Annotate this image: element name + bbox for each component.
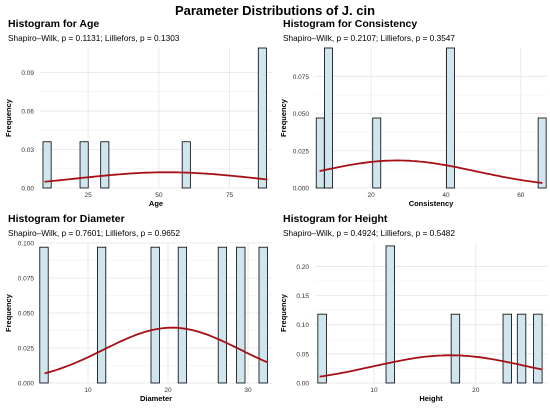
figure-title: Parameter Distributions of J. cin xyxy=(174,3,376,18)
consistency-y-tick-label: 0.025 xyxy=(293,148,310,155)
age-normal-curve xyxy=(44,171,268,183)
consistency-x-tick-label: 40 xyxy=(442,192,450,199)
height-histogram-panel: 0.00 0.05 0.10 0.15 0.20 10 20 Height Frequency … xyxy=(275,213,550,408)
age-bar-3 xyxy=(100,141,110,189)
consistency-y-axis-label: Frequency xyxy=(279,98,288,137)
age-x-axis-label: Age xyxy=(149,199,163,208)
consistency-histogram-plot: 0.000 0.025 0.050 0.075 20 40 60 Consistency Fre… xyxy=(279,47,547,208)
age-x-tick-label: 25 xyxy=(84,192,92,199)
consistency-bar-2 xyxy=(324,47,333,189)
height-bar-3 xyxy=(450,313,461,384)
diameter-histogram-plot: 0.000 0.025 0.050 0.075 0.100 10 20 30 Diameter F… xyxy=(4,241,272,403)
diameter-y-tick-label: 0.025 xyxy=(18,346,35,353)
diameter-bar-4 xyxy=(177,246,187,384)
height-bar-2 xyxy=(385,245,395,384)
diameter-bar-5 xyxy=(217,246,227,384)
consistency-normality-tests: Shapiro–Wilk, p = 0.2107; Lilliefors, p … xyxy=(283,33,456,43)
consistency-normal-curve xyxy=(319,159,543,184)
age-y-tick-label: 0.06 xyxy=(21,108,34,115)
consistency-gridlines xyxy=(315,48,547,189)
height-y-tick-label: 0.20 xyxy=(296,264,309,271)
age-y-tick-label: 0.03 xyxy=(21,147,34,154)
diameter-bar-2 xyxy=(97,246,107,384)
consistency-y-tick-label: 0.050 xyxy=(293,111,310,118)
diameter-normality-tests: Shapiro–Wilk, p = 0.7601; Lilliefors, p … xyxy=(8,228,181,238)
age-histogram-panel: 0.00 0.03 0.06 0.09 25 50 75 Age Frequency Histo… xyxy=(0,18,275,213)
consistency-y-tick-label: 0.000 xyxy=(293,186,310,193)
age-x-tick-label: 50 xyxy=(155,192,163,199)
age-bars xyxy=(42,47,267,189)
diameter-histogram-panel: 0.000 0.025 0.050 0.075 0.100 10 20 30 Diameter F… xyxy=(0,213,275,408)
height-bar-6 xyxy=(533,313,543,384)
diameter-y-tick-label: 0.000 xyxy=(18,381,35,388)
diameter-y-tick-label: 0.050 xyxy=(18,311,35,318)
height-gridlines xyxy=(315,243,547,384)
consistency-x-tick-label: 20 xyxy=(368,192,376,199)
age-histogram-title: Histogram for Age xyxy=(8,18,100,30)
height-y-axis-label: Frequency xyxy=(279,293,288,332)
height-y-tick-label: 0.00 xyxy=(296,381,309,388)
consistency-bars xyxy=(315,47,547,189)
height-x-tick-label: 20 xyxy=(472,387,480,394)
diameter-bars xyxy=(39,246,268,384)
age-bar-5 xyxy=(257,47,267,189)
height-bar-1 xyxy=(317,313,327,384)
diameter-bar-6 xyxy=(236,246,246,384)
diameter-bar-7 xyxy=(258,246,268,384)
height-bar-4 xyxy=(502,313,512,384)
age-y-tick-label: 0.09 xyxy=(21,70,34,77)
diameter-x-tick-label: 10 xyxy=(84,387,92,394)
consistency-bar-4 xyxy=(446,47,455,189)
consistency-bar-3 xyxy=(372,117,382,189)
age-y-axis-label: Frequency xyxy=(4,98,13,137)
diameter-y-tick-label: 0.075 xyxy=(18,276,35,283)
height-x-axis-label: Height xyxy=(419,394,443,403)
height-y-tick-label: 0.15 xyxy=(296,293,309,300)
diameter-histogram-title: Histogram for Diameter xyxy=(8,213,125,225)
consistency-bar-5 xyxy=(537,117,547,189)
diameter-y-axis-label: Frequency xyxy=(4,293,13,332)
age-gridlines xyxy=(40,48,272,189)
height-normality-tests: Shapiro–Wilk, p = 0.4924; Lilliefors, p … xyxy=(283,228,456,238)
age-x-tick-label: 75 xyxy=(226,192,234,199)
consistency-bar-1 xyxy=(315,117,325,189)
age-bar-4 xyxy=(181,141,191,189)
height-histogram-title: Histogram for Height xyxy=(283,213,388,225)
consistency-y-tick-label: 0.075 xyxy=(293,74,310,81)
consistency-x-axis-label: Consistency xyxy=(409,199,454,208)
age-histogram-plot: 0.00 0.03 0.06 0.09 25 50 75 Age Frequency xyxy=(4,47,272,208)
diameter-normal-curve xyxy=(44,326,268,375)
height-y-tick-label: 0.10 xyxy=(296,322,309,329)
height-y-tick-label: 0.05 xyxy=(296,351,309,358)
consistency-histogram-panel: 0.000 0.025 0.050 0.075 20 40 60 Consistency Fre… xyxy=(275,18,550,213)
diameter-x-axis-label: Diameter xyxy=(140,394,172,403)
age-normality-tests: Shapiro–Wilk, p = 0.1131; Lilliefors, p … xyxy=(8,33,180,43)
diameter-bar-3 xyxy=(150,246,160,384)
diameter-y-tick-label: 0.100 xyxy=(18,241,35,248)
height-bar-5 xyxy=(516,313,527,384)
consistency-x-tick-label: 60 xyxy=(517,192,525,199)
age-y-tick-label: 0.00 xyxy=(21,186,34,193)
consistency-histogram-title: Histogram for Consistency xyxy=(283,18,418,30)
diameter-x-tick-label: 30 xyxy=(244,387,252,394)
height-normal-curve xyxy=(319,354,543,378)
height-x-tick-label: 10 xyxy=(370,387,378,394)
height-bars xyxy=(317,245,543,384)
height-histogram-plot: 0.00 0.05 0.10 0.15 0.20 10 20 Height Frequency xyxy=(279,243,547,403)
diameter-x-tick-label: 20 xyxy=(164,387,172,394)
diameter-bar-1 xyxy=(39,246,49,384)
age-bar-2 xyxy=(79,141,89,189)
age-bar-1 xyxy=(42,141,52,189)
